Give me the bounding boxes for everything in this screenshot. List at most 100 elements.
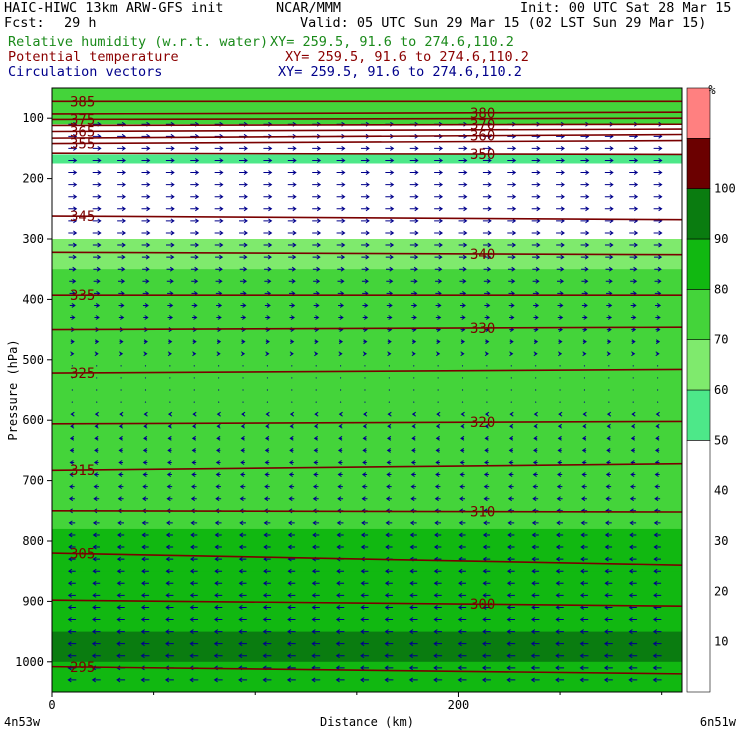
wind-vector xyxy=(239,278,248,284)
wind-vector xyxy=(120,401,122,403)
wind-vector xyxy=(605,484,612,490)
wind-vector xyxy=(262,605,272,610)
wind-vector xyxy=(361,266,370,272)
theta-contour-295 xyxy=(52,665,682,675)
wind-vector xyxy=(67,617,77,622)
wind-vector xyxy=(460,411,465,417)
wind-vector xyxy=(68,532,76,538)
wind-vector xyxy=(336,568,344,574)
theta-contour-365 xyxy=(52,128,682,133)
wind-vector xyxy=(69,447,75,453)
wind-vector xyxy=(360,532,369,538)
wind-vector xyxy=(192,411,197,417)
y-tick-label: 500 xyxy=(22,353,44,367)
wind-vector xyxy=(360,158,370,163)
wind-vector xyxy=(92,605,101,610)
wind-vector xyxy=(288,496,295,502)
wind-vector xyxy=(558,411,563,417)
wind-vector xyxy=(116,580,125,586)
wind-vector xyxy=(92,158,102,163)
wind-vector xyxy=(458,580,466,586)
wind-vector xyxy=(410,254,419,260)
wind-vector xyxy=(117,145,126,151)
wind-vector xyxy=(557,460,562,465)
wind-vector xyxy=(385,182,395,188)
wind-vector xyxy=(652,653,662,659)
wind-vector xyxy=(508,303,515,308)
wind-vector xyxy=(385,496,392,502)
wind-vector xyxy=(434,218,444,224)
colorbar: 10 20 30 40 50 60 70 80 90 100 xyxy=(686,87,736,693)
wind-vector xyxy=(287,617,296,622)
wind-vector xyxy=(531,568,540,574)
wind-vector xyxy=(559,401,561,403)
theta-contour-360 xyxy=(52,133,682,139)
wind-vector xyxy=(287,568,296,574)
wind-vector xyxy=(313,447,318,453)
wind-vector xyxy=(118,315,125,320)
wind-vector xyxy=(384,653,394,659)
wind-vector xyxy=(388,365,390,367)
wind-vector xyxy=(580,568,588,574)
wind-vector xyxy=(238,629,247,635)
wind-vector xyxy=(604,580,613,586)
wind-vector xyxy=(92,544,100,550)
colorbar-tick-label: 60 xyxy=(714,383,728,397)
plot-frame xyxy=(51,87,683,693)
wind-vector xyxy=(92,568,101,574)
wind-vector xyxy=(142,460,148,465)
wind-vector xyxy=(583,377,586,379)
wind-vector xyxy=(360,592,369,598)
wind-vector xyxy=(214,580,223,586)
wind-vector xyxy=(164,677,174,683)
theta-label-330: 330 xyxy=(470,321,495,337)
wind-vector xyxy=(264,472,270,477)
wind-vector xyxy=(579,677,589,683)
wind-vector xyxy=(385,230,395,236)
wind-vector xyxy=(482,641,491,647)
wind-vector xyxy=(409,532,417,538)
wind-vector xyxy=(119,339,124,345)
wind-vector xyxy=(117,496,124,502)
wind-vector xyxy=(214,218,224,224)
wind-vector xyxy=(193,389,195,391)
wind-vector xyxy=(140,629,150,635)
y-axis-label: Pressure (hPa) xyxy=(6,339,20,440)
wind-vector xyxy=(312,158,322,163)
wind-vector xyxy=(265,423,270,429)
wind-vector xyxy=(218,365,220,367)
wind-vector xyxy=(68,520,76,526)
wind-vector xyxy=(486,365,488,367)
wind-vector xyxy=(460,339,465,345)
wind-vector xyxy=(142,496,148,502)
wind-vector xyxy=(238,617,247,622)
wind-vector xyxy=(360,170,370,175)
wind-vector xyxy=(506,580,515,586)
wind-vector xyxy=(506,605,515,610)
wind-vector xyxy=(435,351,441,357)
wind-vector xyxy=(216,423,221,429)
wind-vector xyxy=(531,532,539,538)
wind-vector xyxy=(238,677,248,683)
wind-vector xyxy=(190,266,199,272)
wind-vector xyxy=(214,592,223,598)
wind-vector xyxy=(165,617,174,622)
wind-vector xyxy=(556,520,563,526)
wind-vector xyxy=(266,401,269,403)
wind-vector xyxy=(384,641,394,647)
wind-vector xyxy=(69,435,75,441)
wind-vector xyxy=(580,182,590,188)
wind-vector xyxy=(242,401,244,403)
wind-vector xyxy=(434,254,443,260)
wind-vector xyxy=(165,145,175,151)
wind-vector xyxy=(360,629,369,635)
wind-vector xyxy=(459,484,465,490)
wind-vector xyxy=(606,423,611,429)
wind-vector xyxy=(117,182,126,188)
wind-vector xyxy=(530,653,540,659)
wind-vector xyxy=(384,592,393,598)
wind-vector xyxy=(67,605,76,610)
wind-vector xyxy=(653,170,663,175)
wind-vector xyxy=(67,653,77,659)
wind-vector xyxy=(96,377,98,379)
